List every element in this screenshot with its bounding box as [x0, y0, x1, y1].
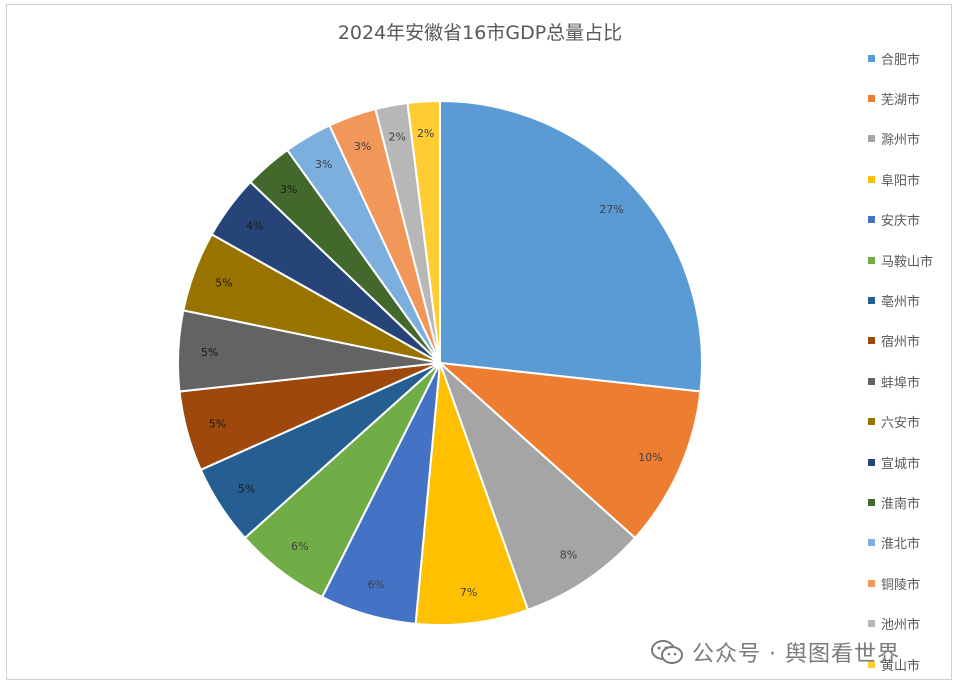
data-label: 5%	[209, 417, 226, 430]
legend-item: 铜陵市	[868, 563, 958, 603]
legend-label: 安庆市	[881, 214, 921, 230]
legend-label: 宿州市	[881, 335, 921, 351]
legend-swatch	[868, 54, 875, 62]
legend-label: 蚌埠市	[881, 375, 921, 391]
legend-swatch	[868, 498, 875, 506]
pie-slice	[437, 361, 702, 540]
legend-swatch	[868, 539, 875, 547]
watermark-text: 公众号 · 舆图看世界	[692, 642, 900, 667]
data-label: 5%	[215, 276, 232, 289]
legend-item: 合肥市	[868, 38, 958, 78]
watermark: 公众号 · 舆图看世界	[650, 636, 900, 668]
data-label: 6%	[291, 540, 308, 553]
legend-label: 淮北市	[881, 537, 921, 553]
data-label: 8%	[560, 548, 577, 561]
legend-swatch	[868, 337, 875, 345]
legend-swatch	[868, 579, 875, 587]
legend-label: 芜湖市	[881, 93, 921, 109]
legend-item: 淮南市	[868, 482, 958, 522]
legend-swatch	[868, 256, 875, 264]
pie-slice	[414, 362, 530, 626]
legend-item: 芜湖市	[868, 78, 958, 118]
chart-title: 2024年安徽省16市GDP总量占比	[337, 22, 623, 44]
data-label: 5%	[201, 346, 218, 359]
data-label: 2%	[417, 127, 434, 140]
data-label: 27%	[599, 203, 623, 216]
legend-label: 池州市	[881, 618, 921, 634]
legend-item: 滁州市	[868, 119, 958, 159]
legend-item: 池州市	[868, 603, 958, 643]
legend-swatch	[868, 297, 875, 305]
legend-item: 亳州市	[868, 280, 958, 320]
legend-label: 铜陵市	[881, 577, 921, 593]
legend-label: 阜阳市	[881, 173, 921, 189]
wechat-icon	[651, 640, 683, 664]
legend-item: 安庆市	[868, 200, 958, 240]
legend-item: 蚌埠市	[868, 361, 958, 401]
legend-label: 合肥市	[881, 52, 921, 68]
legend: 合肥市芜湖市滁州市阜阳市安庆市马鞍山市亳州市宿州市蚌埠市六安市宣城市淮南市淮北市…	[868, 38, 958, 684]
legend-label: 滁州市	[881, 133, 921, 149]
pie-slice	[439, 99, 703, 393]
legend-swatch	[868, 660, 875, 668]
data-label: 7%	[460, 586, 477, 599]
legend-item: 六安市	[868, 402, 958, 442]
legend-swatch	[868, 418, 875, 426]
legend-swatch	[868, 377, 875, 385]
data-label: 2%	[388, 130, 405, 143]
legend-swatch	[868, 175, 875, 183]
legend-label: 淮南市	[881, 496, 921, 512]
legend-item: 淮北市	[868, 523, 958, 563]
data-label: 5%	[238, 482, 255, 495]
legend-label: 亳州市	[881, 295, 921, 311]
legend-label: 宣城市	[881, 456, 921, 472]
pie-slice	[439, 362, 637, 612]
data-label: 10%	[638, 451, 662, 464]
legend-swatch	[868, 620, 875, 628]
legend-item: 宿州市	[868, 321, 958, 361]
legend-item: 阜阳市	[868, 159, 958, 199]
legend-swatch	[868, 458, 875, 466]
legend-swatch	[868, 135, 875, 143]
legend-label: 马鞍山市	[881, 254, 934, 270]
legend-label: 黄山市	[881, 658, 921, 674]
data-label: 6%	[368, 579, 385, 592]
legend-item: 宣城市	[868, 442, 958, 482]
legend-label: 六安市	[881, 416, 921, 432]
legend-swatch	[868, 95, 875, 103]
legend-item: 马鞍山市	[868, 240, 958, 280]
legend-item: 黄山市	[868, 644, 958, 684]
legend-swatch	[868, 216, 875, 224]
data-label: 3%	[280, 183, 297, 196]
data-label: 4%	[246, 220, 263, 233]
data-label: 3%	[354, 140, 371, 153]
data-label: 3%	[315, 158, 332, 171]
pie-slice	[406, 99, 441, 364]
